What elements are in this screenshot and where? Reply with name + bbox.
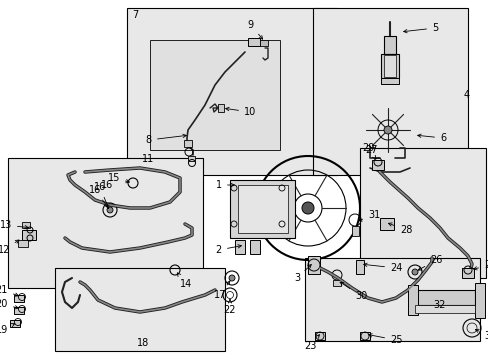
Text: 28: 28 <box>387 223 411 235</box>
Circle shape <box>383 126 391 134</box>
Circle shape <box>302 202 313 214</box>
Text: 16: 16 <box>101 180 113 190</box>
Text: 19: 19 <box>0 324 15 335</box>
Text: 7: 7 <box>132 10 138 20</box>
Text: 16: 16 <box>94 182 109 208</box>
Text: 2: 2 <box>215 245 241 255</box>
Text: 20: 20 <box>0 299 19 309</box>
Bar <box>14 295 24 302</box>
Bar <box>229 180 294 238</box>
Bar <box>383 36 395 54</box>
Text: 9: 9 <box>247 20 262 39</box>
Bar <box>351 226 358 236</box>
Text: 32: 32 <box>433 300 445 310</box>
Bar <box>260 40 267 46</box>
Bar <box>247 38 260 46</box>
Text: 17: 17 <box>213 281 229 300</box>
Bar <box>8 158 203 288</box>
Text: 29: 29 <box>361 143 375 159</box>
Bar <box>235 240 244 254</box>
Text: 3: 3 <box>293 265 311 283</box>
Bar <box>355 260 363 274</box>
Bar <box>183 140 192 147</box>
Bar <box>312 8 467 175</box>
Text: 18: 18 <box>137 338 149 348</box>
Text: 6: 6 <box>417 133 445 143</box>
Bar <box>22 222 30 228</box>
Text: 22: 22 <box>224 299 236 315</box>
Text: 27: 27 <box>364 145 377 155</box>
Text: 1: 1 <box>215 180 234 190</box>
Bar <box>359 148 485 278</box>
Bar <box>380 54 398 78</box>
Bar <box>332 280 340 286</box>
Circle shape <box>228 275 235 281</box>
Bar <box>380 78 398 84</box>
Text: 24: 24 <box>363 263 402 273</box>
Text: 8: 8 <box>145 134 186 145</box>
Bar <box>10 320 20 327</box>
Text: 21: 21 <box>0 285 19 296</box>
Text: 12: 12 <box>0 240 19 255</box>
Bar <box>150 40 280 150</box>
Text: 16: 16 <box>89 185 107 207</box>
Bar <box>307 256 319 274</box>
Bar <box>383 55 395 77</box>
Bar <box>22 230 36 240</box>
Text: 25: 25 <box>368 334 402 345</box>
Bar <box>414 290 474 305</box>
Circle shape <box>107 207 113 213</box>
Text: 26: 26 <box>417 255 442 270</box>
Text: 33: 33 <box>474 329 488 341</box>
Bar <box>359 332 369 340</box>
Bar <box>305 258 479 341</box>
Text: 30: 30 <box>339 282 366 301</box>
Bar <box>187 156 195 161</box>
Bar <box>55 268 224 351</box>
Circle shape <box>411 269 417 275</box>
Bar <box>314 332 325 340</box>
Text: 29: 29 <box>473 260 488 270</box>
Bar <box>407 285 417 315</box>
Text: 4: 4 <box>463 90 469 100</box>
Bar <box>238 185 287 233</box>
Bar <box>18 240 28 247</box>
Bar <box>461 268 473 278</box>
Bar <box>218 104 224 112</box>
Bar <box>371 160 383 170</box>
Text: 5: 5 <box>403 23 437 33</box>
Text: 13: 13 <box>0 220 28 230</box>
Text: 11: 11 <box>142 154 154 164</box>
Text: 10: 10 <box>225 107 256 117</box>
Text: 31: 31 <box>358 210 380 221</box>
Bar <box>379 218 393 230</box>
Bar <box>414 305 474 313</box>
Bar <box>474 283 484 318</box>
Bar <box>127 8 336 175</box>
Text: 14: 14 <box>177 273 192 289</box>
Text: 15: 15 <box>107 173 129 183</box>
Bar <box>14 307 24 314</box>
Bar <box>249 240 260 254</box>
Text: 23: 23 <box>303 335 319 351</box>
